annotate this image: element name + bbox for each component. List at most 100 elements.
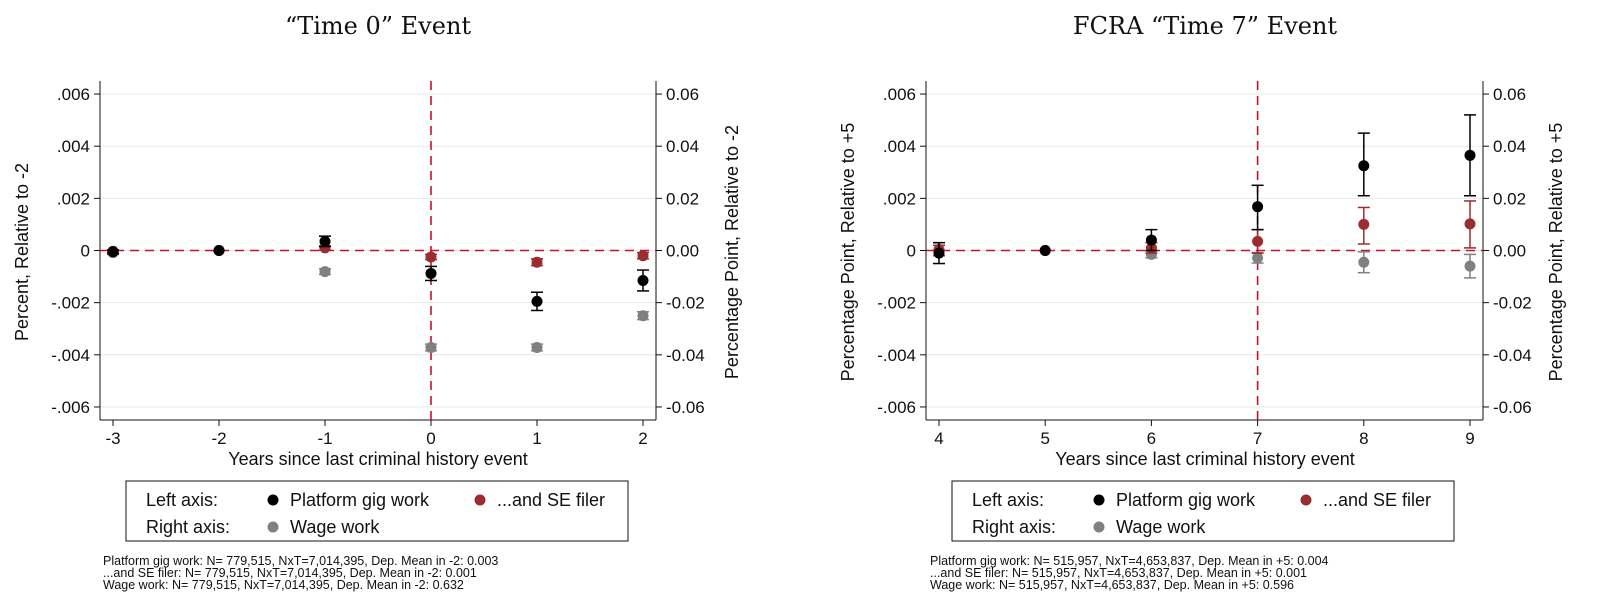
legend-marker — [1093, 521, 1105, 533]
legend: Left axis: Right axis: Platform gig work..… — [125, 480, 629, 542]
y-left-tick-label: 0 — [81, 242, 90, 261]
legend-entry: ...and SE filer — [497, 490, 605, 510]
y-right-tick-label: 0.00 — [1493, 242, 1526, 261]
legend-marker — [1093, 494, 1105, 506]
legend-marker — [1300, 494, 1312, 506]
y-left-tick-label: 0 — [907, 242, 916, 261]
y-left-tick-label: .004 — [57, 137, 90, 156]
data-point — [425, 251, 437, 263]
x-tick-label: 6 — [1147, 429, 1156, 448]
y-left-tick-label: .006 — [883, 85, 916, 104]
y-right-tick-label: 0.06 — [1493, 85, 1526, 104]
data-point — [425, 267, 437, 279]
legend-entry: Wage work — [290, 517, 380, 537]
footnote-line: Platform gig work: N= 515,957, NxT=4,653… — [930, 554, 1329, 568]
y-left-tick-label: -.004 — [51, 346, 90, 365]
x-axis-label: Years since last criminal history event — [1055, 449, 1354, 469]
data-point — [1358, 218, 1370, 230]
data-point — [933, 247, 945, 259]
data-point — [531, 295, 543, 307]
data-point — [531, 342, 543, 354]
y-right-tick-label: 0.04 — [666, 137, 699, 156]
legend: Left axis: Right axis: Platform gig work..… — [951, 480, 1455, 542]
legend-entry: ...and SE filer — [1323, 490, 1431, 510]
y-right-axis-label: Percentage Point, Relative to +5 — [1546, 123, 1566, 382]
y-left-tick-label: -.004 — [877, 346, 916, 365]
x-tick-label: 1 — [532, 429, 541, 448]
x-axis-label: Years since last criminal history event — [228, 449, 527, 469]
legend-right-axis-label: Right axis: — [146, 517, 230, 537]
y-left-axis-label: Percent, Relative to -2 — [12, 163, 32, 341]
data-point — [1464, 260, 1476, 272]
y-left-tick-label: .004 — [883, 137, 916, 156]
footnote-line: Wage work: N= 779,515, NxT=7,014,395, De… — [103, 578, 464, 592]
data-point — [1464, 149, 1476, 161]
y-left-tick-label: -.002 — [877, 294, 916, 313]
series-1 — [933, 200, 1476, 257]
y-right-tick-label: 0.04 — [1493, 137, 1526, 156]
chart-panel-1: FCRA “Time 7” Event .006 .004 .002 0 -.002 -.0… — [838, 12, 1566, 592]
data-point — [637, 274, 649, 286]
y-left-tick-label: -.006 — [877, 398, 916, 417]
x-tick-label: 5 — [1040, 429, 1049, 448]
y-right-tick-label: -0.04 — [1493, 346, 1532, 365]
x-tick-label: 2 — [638, 429, 647, 448]
legend-box — [951, 480, 1455, 542]
x-tick-label: 8 — [1359, 429, 1368, 448]
y-left-axis-label: Percentage Point, Relative to +5 — [838, 123, 858, 382]
data-point — [1252, 252, 1264, 264]
y-right-tick-label: 0.06 — [666, 85, 699, 104]
y-right-tick-label: -0.04 — [666, 346, 705, 365]
data-point — [1145, 234, 1157, 246]
data-point — [319, 235, 331, 247]
x-tick-label: 7 — [1253, 429, 1262, 448]
y-left-tick-label: .002 — [883, 189, 916, 208]
y-right-tick-label: 0.02 — [666, 189, 699, 208]
data-point — [213, 245, 225, 256]
series-0 — [107, 235, 649, 312]
footnote-line: ...and SE filer: N= 515,957, NxT=4,653,8… — [930, 566, 1307, 580]
x-tick-label: -1 — [317, 429, 332, 448]
x-tick-label: 9 — [1465, 429, 1474, 448]
legend-entry: Platform gig work — [1116, 490, 1256, 510]
series-2 — [107, 245, 649, 354]
data-point — [637, 250, 649, 262]
y-right-tick-label: -0.06 — [1493, 398, 1532, 417]
x-tick-label: -2 — [211, 429, 226, 448]
data-point — [531, 256, 543, 268]
data-point — [1358, 256, 1370, 268]
y-left-tick-label: .006 — [57, 85, 90, 104]
chart-title: FCRA “Time 7” Event — [1073, 12, 1337, 40]
data-point — [637, 310, 649, 322]
legend-marker — [267, 521, 279, 533]
data-point — [319, 266, 331, 278]
legend-entry: Platform gig work — [290, 490, 430, 510]
legend-left-axis-label: Left axis: — [972, 490, 1044, 510]
data-point — [1252, 201, 1264, 213]
data-point — [107, 246, 119, 258]
chart-title: “Time 0” Event — [285, 12, 471, 40]
legend-marker — [474, 494, 486, 506]
data-point — [1464, 218, 1476, 230]
legend-marker — [267, 494, 279, 506]
x-tick-label: 0 — [426, 429, 435, 448]
footnote-line: ...and SE filer: N= 779,515, NxT=7,014,3… — [103, 566, 477, 580]
y-right-axis-label: Percentage Point, Relative to -2 — [722, 125, 742, 379]
y-right-tick-label: 0.00 — [666, 242, 699, 261]
chart-panel-0: “Time 0” Event .006 .004 .002 0 -.002 -.004 -.0… — [12, 12, 742, 592]
x-tick-label: -3 — [105, 429, 120, 448]
y-right-tick-label: 0.02 — [1493, 189, 1526, 208]
y-right-tick-label: -0.06 — [666, 398, 705, 417]
data-point — [1358, 160, 1370, 172]
data-point — [425, 342, 437, 354]
y-right-tick-label: -0.02 — [666, 294, 705, 313]
series-2 — [933, 241, 1476, 279]
series-1 — [107, 242, 649, 268]
data-point — [1039, 245, 1051, 256]
series-0 — [933, 114, 1476, 265]
legend-entry: Wage work — [1116, 517, 1206, 537]
legend-right-axis-label: Right axis: — [972, 517, 1056, 537]
y-right-tick-label: -0.02 — [1493, 294, 1532, 313]
